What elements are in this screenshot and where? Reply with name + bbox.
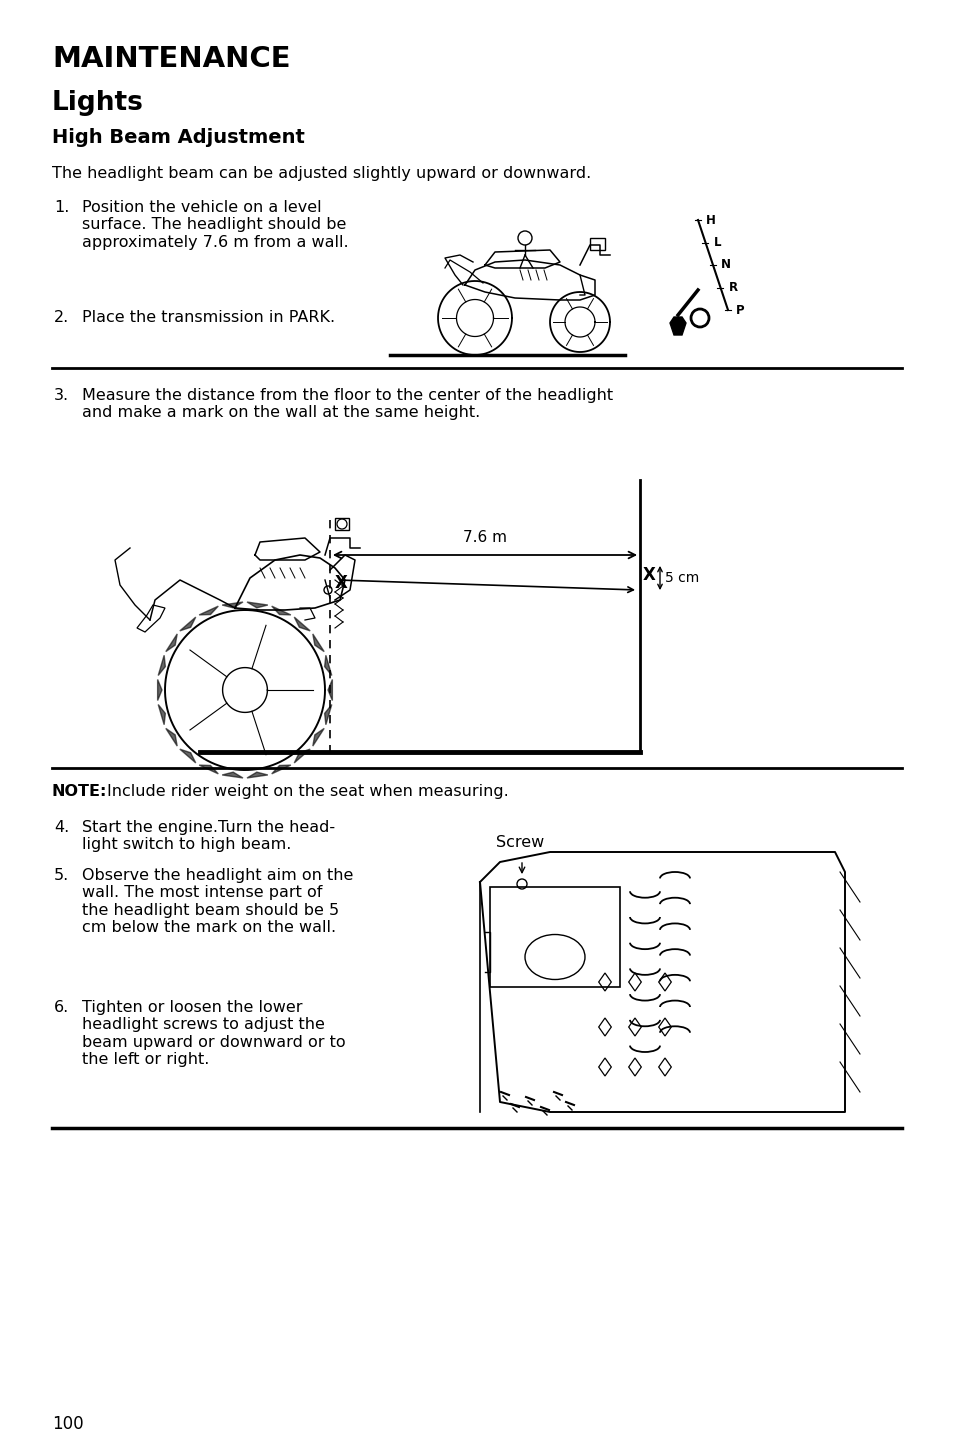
Text: Start the engine.Turn the head-
light switch to high beam.: Start the engine.Turn the head- light sw… [82,820,335,852]
Text: 5 cm: 5 cm [664,571,699,585]
Text: Lights: Lights [52,90,144,116]
Text: R: R [728,281,737,294]
Polygon shape [313,728,324,746]
Text: X: X [642,566,655,585]
Text: Position the vehicle on a level
surface. The headlight should be
approximately 7: Position the vehicle on a level surface.… [82,201,348,250]
Text: N: N [720,259,730,272]
Text: X: X [335,574,348,592]
Text: Place the transmission in PARK.: Place the transmission in PARK. [82,310,335,326]
Polygon shape [294,616,310,631]
Text: 3.: 3. [54,388,69,403]
Polygon shape [157,679,162,701]
Polygon shape [328,679,332,701]
Text: H: H [705,214,715,227]
Polygon shape [222,772,243,778]
Polygon shape [199,765,218,774]
Bar [490,887,619,987]
Polygon shape [158,705,165,724]
Text: Observe the headlight aim on the
wall. The most intense part of
the headlight be: Observe the headlight aim on the wall. T… [82,868,353,935]
Polygon shape [324,705,332,724]
Text: MAINTENANCE: MAINTENANCE [52,45,291,73]
Text: 1.: 1. [54,201,70,215]
Polygon shape [166,634,177,651]
Text: Include rider weight on the seat when measuring.: Include rider weight on the seat when me… [107,784,508,800]
Bar [335,518,349,531]
Polygon shape [294,749,310,763]
Polygon shape [222,602,243,608]
Polygon shape [324,656,332,676]
Text: 6.: 6. [54,1000,70,1015]
Text: 100: 100 [52,1415,84,1434]
Text: The headlight beam can be adjusted slightly upward or downward.: The headlight beam can be adjusted sligh… [52,166,591,180]
Text: 4.: 4. [54,820,70,835]
Polygon shape [313,634,324,651]
Text: P: P [735,304,744,317]
Polygon shape [158,656,165,676]
Polygon shape [272,765,291,774]
Polygon shape [179,749,195,763]
Text: Tighten or loosen the lower
headlight screws to adjust the
beam upward or downwa: Tighten or loosen the lower headlight sc… [82,1000,345,1067]
Text: Screw: Screw [496,835,543,851]
Text: 2.: 2. [54,310,70,326]
Text: 5.: 5. [54,868,70,883]
Polygon shape [247,772,268,778]
Text: L: L [713,236,720,249]
Text: Measure the distance from the floor to the center of the headlight
and make a ma: Measure the distance from the floor to t… [82,388,613,420]
Polygon shape [166,728,177,746]
Bar [589,238,604,250]
Polygon shape [199,606,218,615]
Polygon shape [272,606,291,615]
Text: NOTE:: NOTE: [52,784,108,800]
Text: High Beam Adjustment: High Beam Adjustment [52,128,305,147]
Text: 7.6 m: 7.6 m [462,531,506,545]
Polygon shape [669,317,685,334]
Polygon shape [179,616,195,631]
Polygon shape [247,602,268,608]
